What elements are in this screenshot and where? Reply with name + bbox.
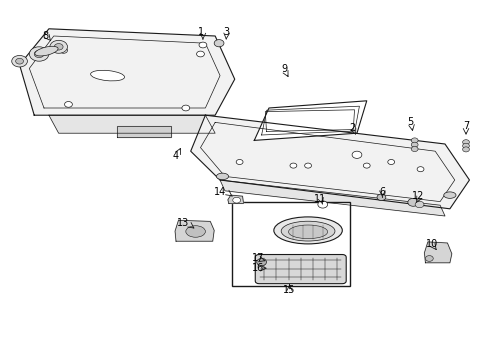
- Text: 14: 14: [213, 187, 226, 197]
- Circle shape: [232, 197, 240, 203]
- Ellipse shape: [216, 173, 228, 180]
- FancyBboxPatch shape: [255, 255, 346, 284]
- Circle shape: [289, 163, 296, 168]
- Circle shape: [304, 163, 311, 168]
- Text: 1: 1: [198, 27, 204, 37]
- Bar: [232, 202, 349, 286]
- Polygon shape: [49, 115, 215, 133]
- Text: 11: 11: [313, 194, 326, 204]
- Text: 6: 6: [379, 186, 385, 197]
- Circle shape: [317, 201, 327, 208]
- Text: 15: 15: [283, 285, 295, 295]
- Circle shape: [462, 147, 468, 152]
- Circle shape: [414, 201, 423, 208]
- Circle shape: [60, 48, 67, 53]
- Circle shape: [29, 47, 49, 61]
- Circle shape: [214, 40, 224, 47]
- Polygon shape: [220, 180, 444, 216]
- Circle shape: [416, 167, 423, 172]
- Polygon shape: [424, 242, 451, 263]
- Ellipse shape: [281, 221, 334, 241]
- Circle shape: [54, 44, 63, 50]
- Text: 2: 2: [348, 123, 354, 133]
- Circle shape: [462, 143, 468, 148]
- Text: 9: 9: [281, 64, 287, 74]
- Ellipse shape: [443, 192, 455, 198]
- Text: 10: 10: [425, 239, 437, 249]
- Circle shape: [407, 198, 418, 206]
- Polygon shape: [175, 220, 214, 241]
- Polygon shape: [20, 29, 234, 115]
- Text: 3: 3: [223, 27, 228, 37]
- Ellipse shape: [288, 225, 327, 239]
- Text: 13: 13: [177, 218, 189, 228]
- Circle shape: [376, 194, 385, 201]
- Polygon shape: [254, 101, 366, 140]
- Circle shape: [462, 140, 468, 145]
- Circle shape: [50, 40, 67, 53]
- Circle shape: [182, 105, 189, 111]
- Text: 16: 16: [251, 263, 264, 273]
- Text: 17: 17: [251, 253, 264, 264]
- Circle shape: [236, 159, 243, 165]
- Circle shape: [256, 258, 266, 266]
- Polygon shape: [117, 126, 171, 137]
- Circle shape: [410, 142, 417, 147]
- Text: 4: 4: [173, 151, 179, 161]
- Circle shape: [387, 159, 394, 165]
- Circle shape: [410, 138, 417, 143]
- Text: 7: 7: [462, 121, 468, 131]
- Circle shape: [12, 55, 27, 67]
- Circle shape: [16, 58, 23, 64]
- Ellipse shape: [35, 46, 58, 56]
- Polygon shape: [227, 195, 243, 203]
- Text: 5: 5: [407, 117, 413, 127]
- Circle shape: [425, 256, 432, 261]
- Text: 8: 8: [42, 31, 48, 41]
- Circle shape: [363, 163, 369, 168]
- Circle shape: [410, 147, 417, 152]
- Circle shape: [199, 42, 206, 48]
- Circle shape: [34, 50, 44, 58]
- Ellipse shape: [273, 217, 342, 244]
- Polygon shape: [190, 115, 468, 209]
- Ellipse shape: [185, 226, 205, 237]
- Circle shape: [64, 102, 72, 107]
- Ellipse shape: [90, 70, 124, 81]
- Circle shape: [351, 151, 361, 158]
- Text: 12: 12: [411, 191, 424, 201]
- Circle shape: [196, 51, 204, 57]
